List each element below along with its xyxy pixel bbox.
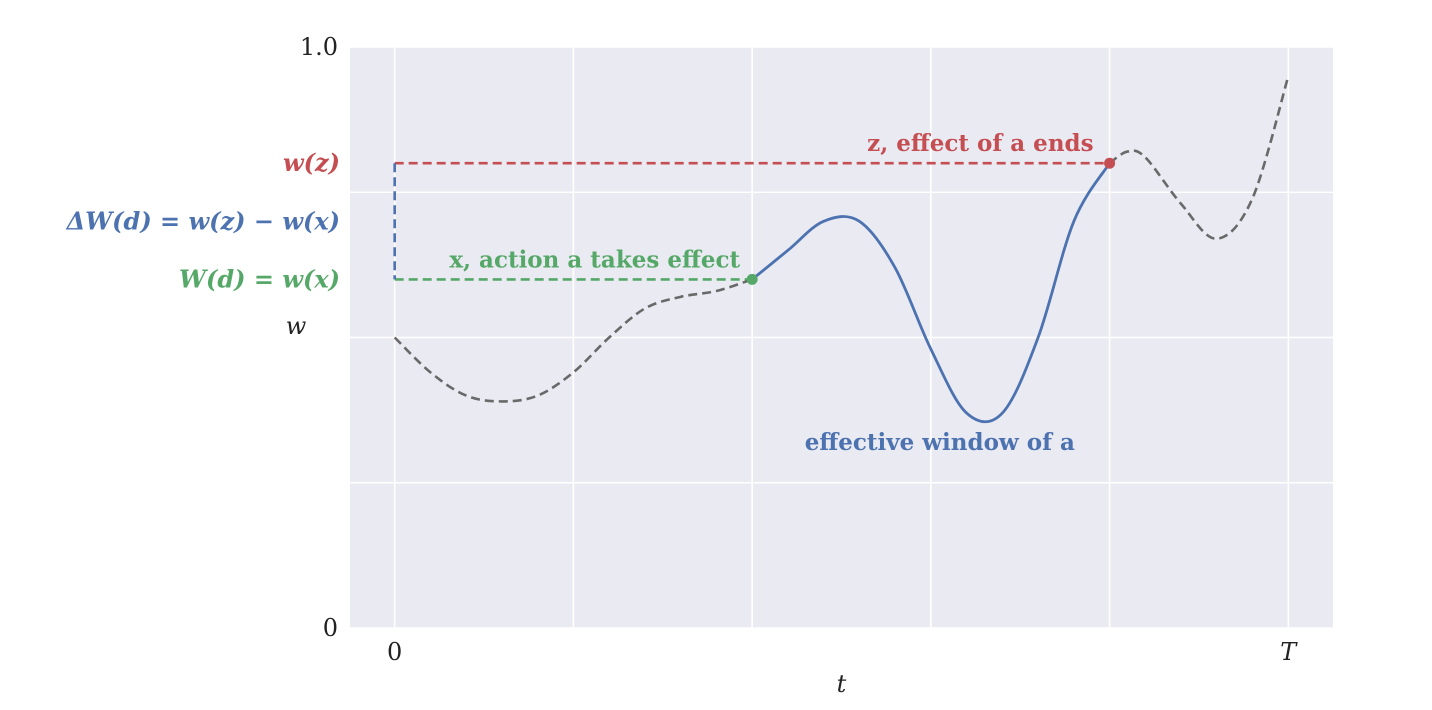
annotation-z-ends: z, effect of a ends (867, 130, 1093, 157)
curve-before-effect (393, 278, 753, 403)
y-axis-label: w (286, 312, 307, 340)
reference-lines (393, 161, 1110, 281)
grid-lines (350, 46, 1333, 629)
point-z (1104, 157, 1116, 169)
point-x (746, 273, 758, 285)
label-w-z: w(z) (283, 148, 340, 177)
label-delta-w: ΔW(d) = w(z) − w(x) (66, 206, 340, 235)
tick-labels: 0 T 0 1.0 (300, 33, 1298, 666)
x-axis-label: t (837, 670, 847, 698)
y-tick-label: 1.0 (300, 33, 338, 61)
curves (393, 75, 1290, 424)
label-w-x: W(d) = w(x) (179, 264, 340, 293)
x-tick-label: T (1280, 638, 1298, 666)
y-tick-label: 0 (323, 614, 338, 642)
points (746, 157, 1116, 285)
annotation-effective-window: effective window of a (805, 429, 1075, 456)
curve-after-effect (1108, 75, 1290, 241)
x-tick-label: 0 (387, 638, 402, 666)
curve-effective-window (751, 162, 1111, 424)
annotation-x-takes-effect: x, action a takes effect (449, 246, 740, 273)
